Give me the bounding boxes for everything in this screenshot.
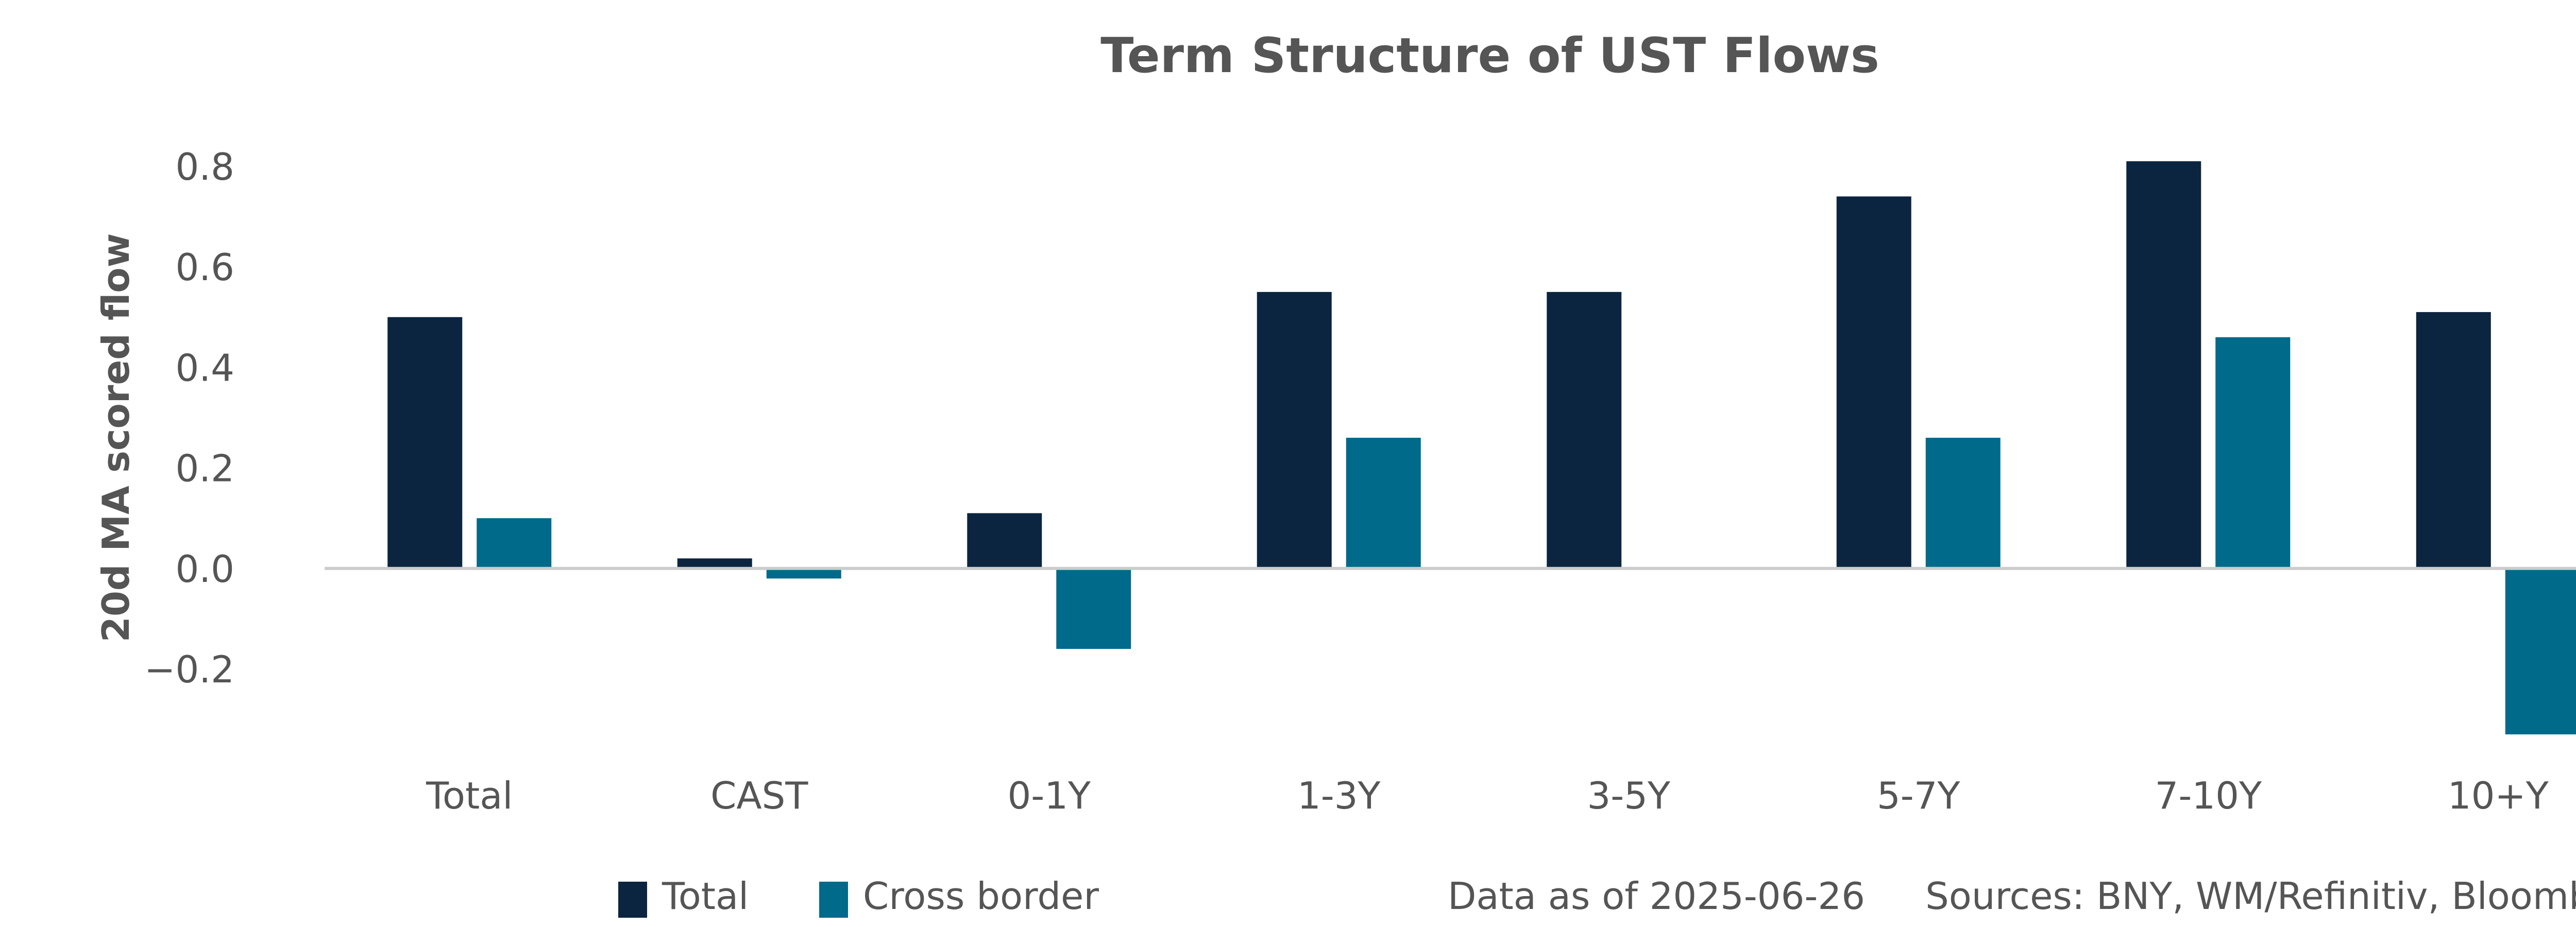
- y-tick-label: 0.2: [175, 447, 234, 490]
- legend-swatch: [819, 882, 848, 918]
- x-tick-label: CAST: [710, 774, 808, 817]
- x-tick-label: Total: [426, 774, 513, 817]
- data-as-of-note: Data as of 2025-06-26: [1448, 874, 1865, 918]
- x-tick-label: 0-1Y: [1007, 774, 1091, 817]
- bar-total: [2126, 161, 2201, 569]
- bar-total: [677, 558, 752, 569]
- bar-cross-border: [766, 568, 841, 579]
- bars: [387, 161, 2576, 734]
- bar-cross-border: [1346, 438, 1421, 569]
- x-ticks: Total CAST 0-1Y 1-3Y 3-5Y 5-7Y 7-10Y 10+Y: [426, 774, 2549, 817]
- legend-label: Cross border: [863, 874, 1099, 918]
- y-tick-label: −0.2: [144, 648, 234, 691]
- bar-cross-border: [1925, 438, 2001, 569]
- bar-total: [1836, 196, 1911, 569]
- x-tick-label: 1-3Y: [1297, 774, 1381, 817]
- bar-total: [387, 317, 463, 569]
- y-ticks: 0.8 0.6 0.4 0.2 0.0 −0.2: [144, 145, 234, 691]
- y-tick-label: 0.6: [175, 246, 234, 289]
- bar-total: [967, 513, 1042, 569]
- bar-cross-border: [2505, 568, 2576, 734]
- legend: Total Cross border: [618, 874, 1099, 918]
- bar-cross-border: [2215, 337, 2291, 569]
- sources-note: Sources: BNY, WM/Refinitiv, Bloomberg: [1925, 874, 2576, 918]
- bar-cross-border: [477, 518, 552, 569]
- bar-total: [1547, 291, 1622, 569]
- y-tick-label: 0.8: [175, 145, 234, 188]
- legend-swatch: [618, 882, 647, 918]
- y-axis-label: 20d MA scored flow: [94, 233, 138, 643]
- x-tick-label: 10+Y: [2448, 774, 2549, 817]
- x-tick-label: 7-10Y: [2155, 774, 2262, 817]
- chart-title: Term Structure of UST Flows: [1100, 28, 1879, 84]
- x-tick-label: 5-7Y: [1877, 774, 1961, 817]
- legend-label: Total: [662, 874, 749, 918]
- y-tick-label: 0.0: [175, 547, 234, 591]
- bar-total: [1257, 291, 1332, 569]
- x-tick-label: 3-5Y: [1587, 774, 1671, 817]
- y-tick-label: 0.4: [175, 346, 234, 389]
- bar-cross-border: [1056, 568, 1131, 649]
- bar-total: [2416, 312, 2491, 569]
